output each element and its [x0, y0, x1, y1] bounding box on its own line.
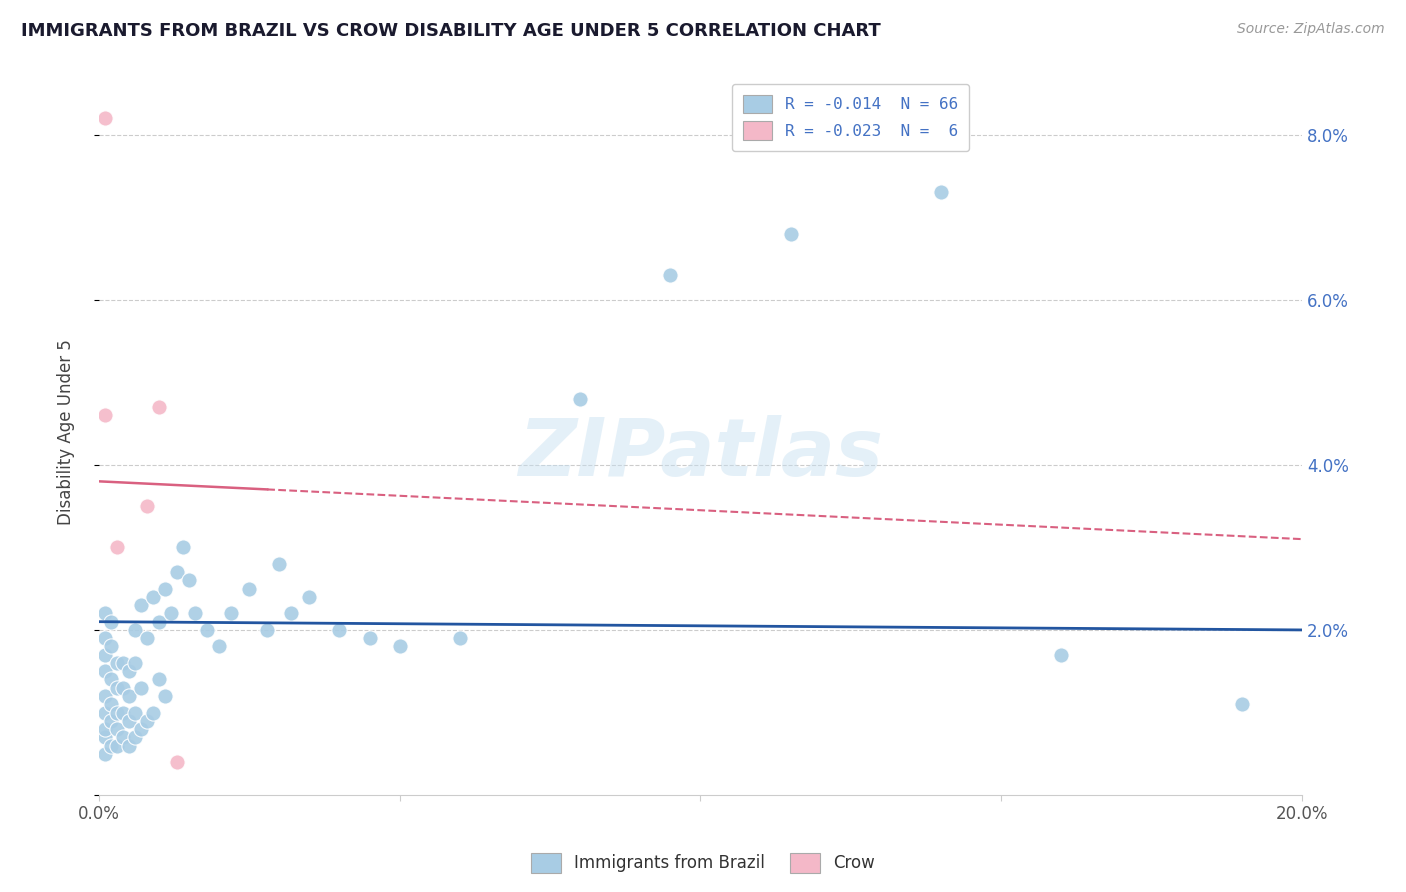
Point [238, 582, 260, 596]
Point [118, 689, 141, 703]
Point [94, 731, 117, 745]
Y-axis label: Disability Age Under 5: Disability Age Under 5 [58, 339, 75, 524]
Point [280, 607, 302, 621]
Point [111, 706, 134, 720]
Point [94, 706, 117, 720]
Point [153, 582, 176, 596]
Point [94, 747, 117, 761]
Point [142, 590, 165, 604]
Text: IMMIGRANTS FROM BRAZIL VS CROW DISABILITY AGE UNDER 5 CORRELATION CHART: IMMIGRANTS FROM BRAZIL VS CROW DISABILIT… [21, 22, 880, 40]
Point [124, 623, 146, 637]
Point [166, 755, 188, 769]
Legend: R = -0.014  N = 66, R = -0.023  N =  6: R = -0.014 N = 66, R = -0.023 N = 6 [733, 84, 969, 151]
Point [124, 706, 146, 720]
Point [118, 714, 141, 728]
Point [184, 607, 207, 621]
Point [129, 598, 152, 612]
Point [1050, 648, 1073, 662]
Point [94, 631, 117, 645]
Point [298, 590, 321, 604]
Point [100, 640, 122, 654]
Point [94, 722, 117, 736]
Point [94, 689, 117, 703]
Point [569, 392, 592, 406]
Point [94, 648, 117, 662]
Point [94, 664, 117, 678]
Point [359, 631, 381, 645]
Point [100, 698, 122, 712]
Point [135, 714, 157, 728]
Point [269, 557, 291, 571]
Text: Source: ZipAtlas.com: Source: ZipAtlas.com [1237, 22, 1385, 37]
Point [449, 631, 471, 645]
Point [135, 631, 157, 645]
Point [388, 640, 411, 654]
Point [219, 607, 242, 621]
Point [105, 681, 128, 695]
Point [328, 623, 350, 637]
Point [100, 714, 122, 728]
Point [195, 623, 218, 637]
Point [148, 615, 170, 629]
Point [94, 409, 117, 423]
Legend: Immigrants from Brazil, Crow: Immigrants from Brazil, Crow [524, 847, 882, 880]
Point [208, 640, 231, 654]
Point [124, 731, 146, 745]
Point [105, 656, 128, 670]
Point [166, 565, 188, 579]
Point [142, 706, 165, 720]
Point [94, 111, 117, 125]
Point [659, 268, 682, 282]
Point [105, 706, 128, 720]
Point [256, 623, 278, 637]
Point [129, 722, 152, 736]
Point [779, 227, 801, 241]
Point [111, 731, 134, 745]
Point [1230, 698, 1253, 712]
Point [135, 499, 157, 513]
Point [100, 615, 122, 629]
Point [153, 689, 176, 703]
Point [100, 739, 122, 753]
Text: ZIPatlas: ZIPatlas [517, 415, 883, 492]
Point [148, 400, 170, 414]
Point [111, 656, 134, 670]
Point [160, 607, 183, 621]
Point [172, 541, 194, 555]
Point [111, 681, 134, 695]
Point [124, 656, 146, 670]
Point [177, 574, 200, 588]
Point [148, 673, 170, 687]
Point [100, 673, 122, 687]
Point [929, 186, 952, 200]
Point [118, 739, 141, 753]
Point [105, 722, 128, 736]
Point [105, 739, 128, 753]
Point [94, 607, 117, 621]
Point [118, 664, 141, 678]
Point [129, 681, 152, 695]
Point [105, 541, 128, 555]
